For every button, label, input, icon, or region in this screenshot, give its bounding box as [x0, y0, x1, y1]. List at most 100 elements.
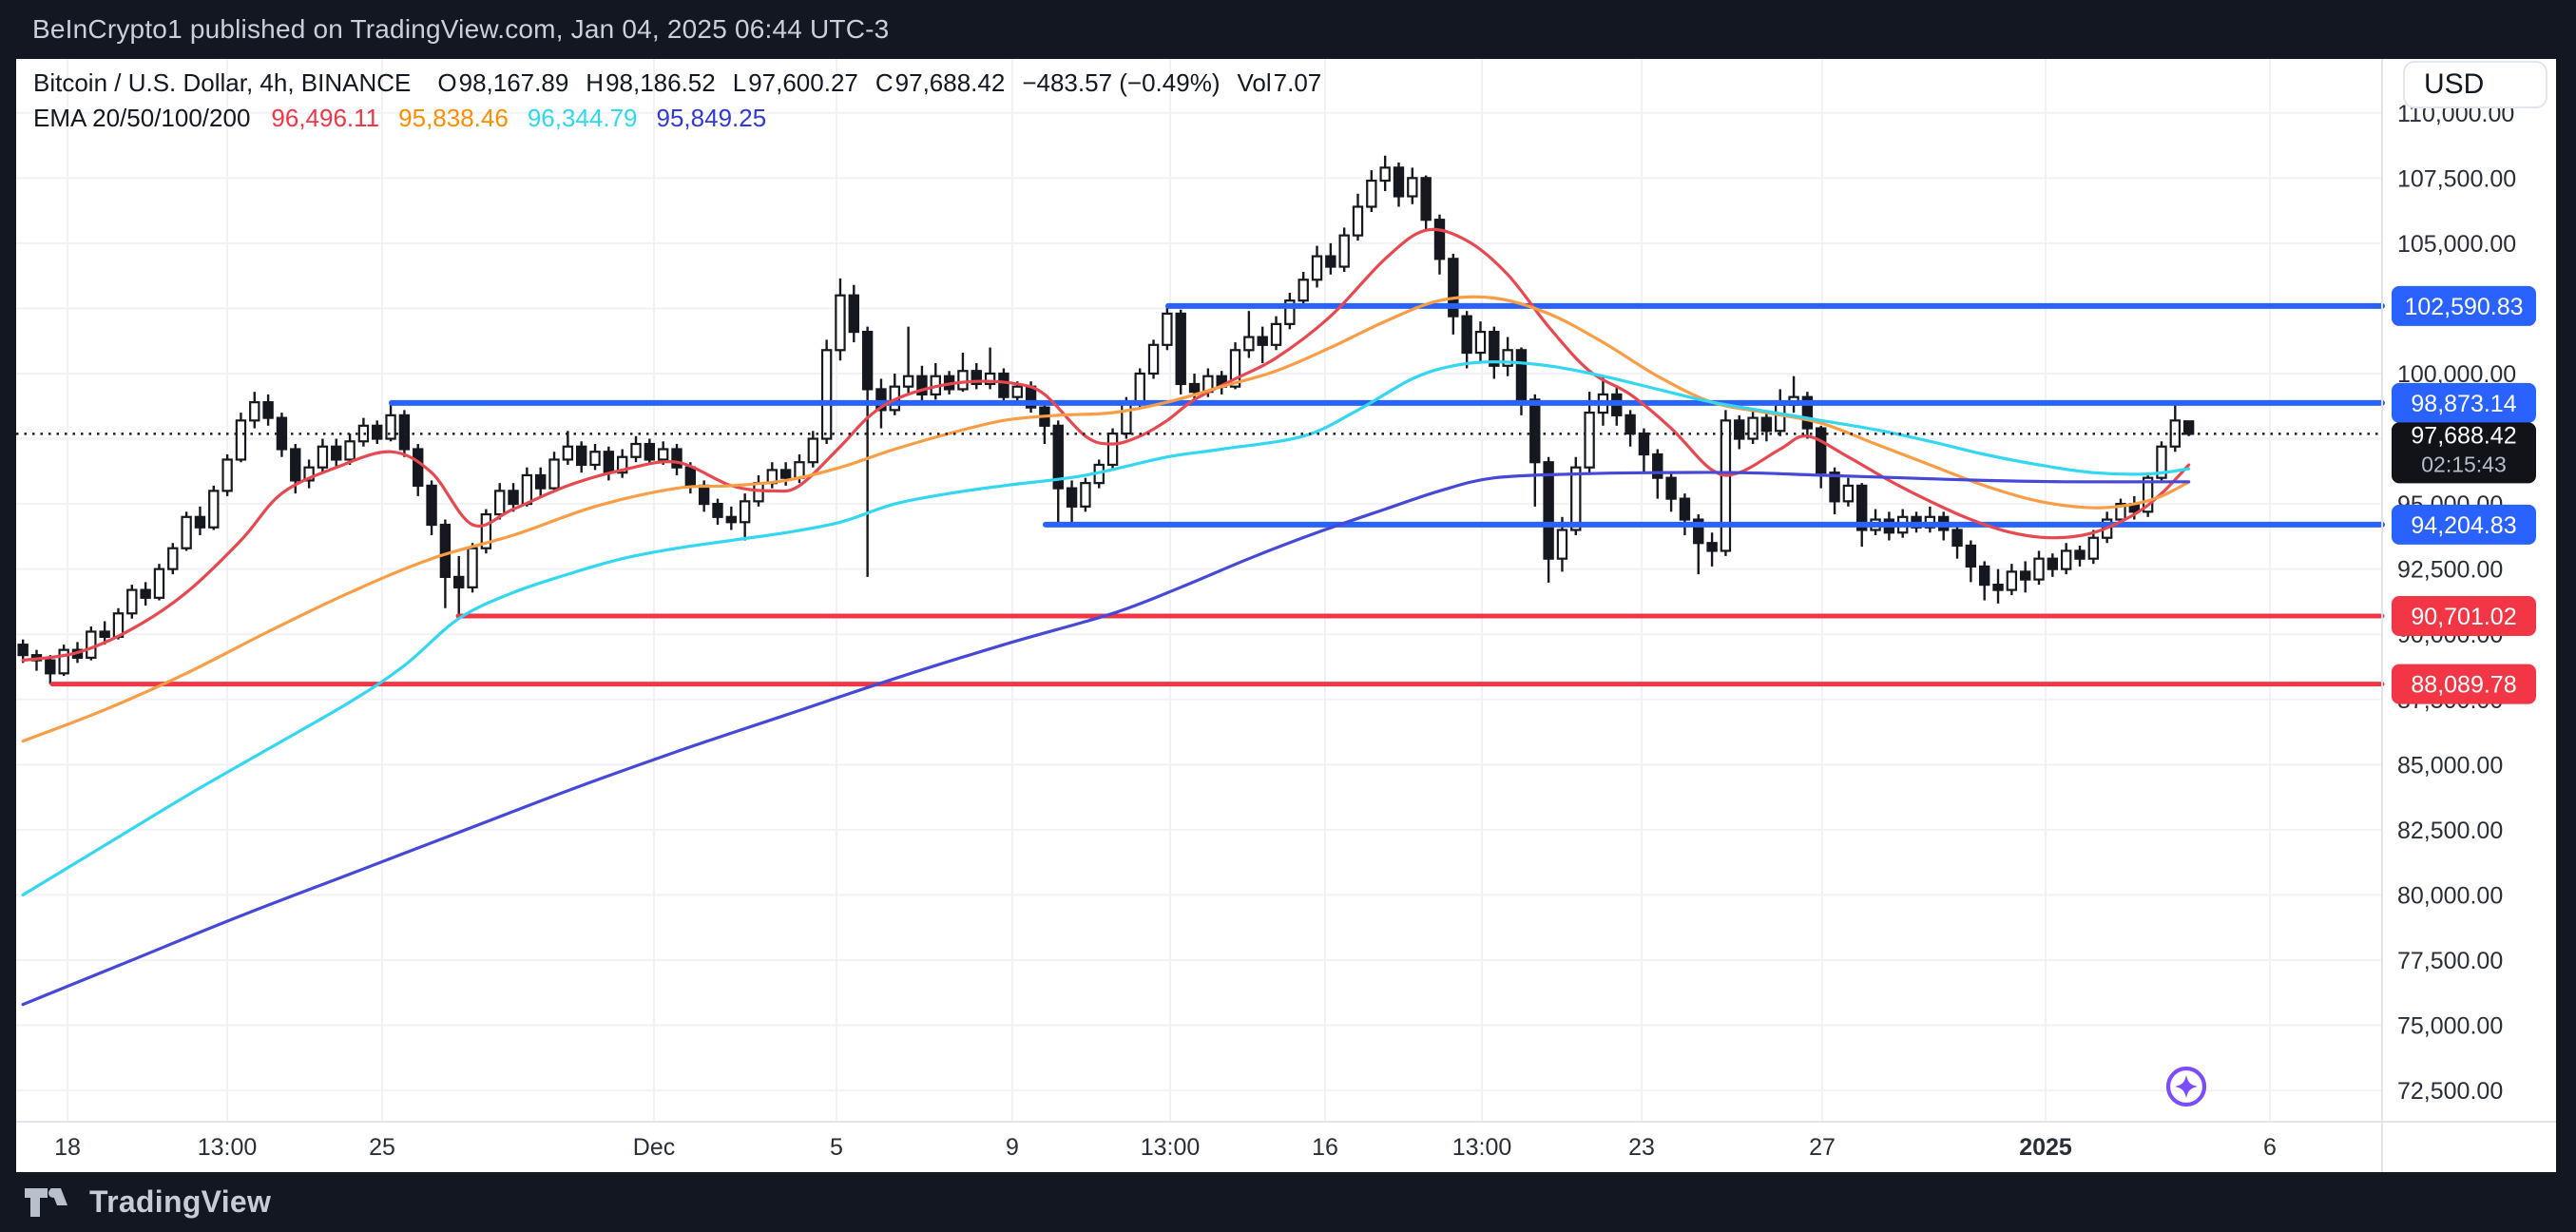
- candle-up: [1502, 337, 1513, 376]
- candle-down: [1760, 413, 1773, 442]
- candle-down: [1188, 373, 1201, 403]
- candle-down: [861, 326, 874, 577]
- candle-up: [385, 402, 396, 442]
- candle-up: [2006, 564, 2018, 596]
- price-level-labels: 102,590.83 98,873.14 94,204.83 90,701.02 88,…: [2392, 285, 2536, 704]
- ema-50-line: [21, 295, 2191, 743]
- candle-up: [1474, 321, 1487, 364]
- candle-up: [630, 435, 642, 463]
- currency-button[interactable]: USD: [2403, 61, 2547, 108]
- price-tick-label: 85,000.00: [2397, 752, 2503, 779]
- price-tick-label: 75,000.00: [2397, 1013, 2503, 1040]
- candle-up: [1080, 477, 1091, 512]
- candle-down: [1951, 525, 1963, 559]
- candle-down: [1665, 472, 1677, 512]
- ema-100-line: [21, 360, 2191, 897]
- price-level-label: 94,204.83: [2392, 504, 2536, 545]
- price-tick-label: 82,500.00: [2397, 818, 2503, 844]
- candle-up: [562, 431, 574, 465]
- time-tick-label: 13:00: [198, 1134, 258, 1161]
- candle-down: [1461, 311, 1472, 369]
- candle-up: [235, 413, 247, 463]
- candle-down: [1679, 493, 1691, 535]
- svg-text:98,873.14: 98,873.14: [2411, 391, 2516, 417]
- brand-name: TradingView: [89, 1184, 272, 1219]
- candle-down: [1965, 540, 1977, 583]
- price-tick-label: 72,500.00: [2397, 1078, 2503, 1105]
- svg-text:88,089.78: 88,089.78: [2411, 672, 2516, 699]
- svg-text:102,590.83: 102,590.83: [2404, 294, 2523, 320]
- price-chart[interactable]: 110,000.00107,500.00105,000.00102,500.00…: [16, 59, 2556, 1172]
- candle-down: [2047, 553, 2059, 577]
- candle-down: [1978, 561, 1990, 601]
- candle-up: [1842, 477, 1855, 507]
- candle-down: [508, 483, 519, 512]
- candle-down: [1992, 568, 2004, 604]
- ema-200-line: [21, 471, 2191, 1007]
- candle-up: [1243, 311, 1255, 358]
- candle-up: [181, 511, 192, 551]
- candle-down: [971, 363, 982, 390]
- candle-up: [86, 626, 97, 661]
- price-tick-label: 80,000.00: [2397, 882, 2503, 909]
- last-price-label: 97,688.42 02:15:43: [2392, 422, 2536, 484]
- time-tick-labels: 18 13:00 25 Dec 5 9 13:00 16 13:00 23 27 2025 6: [54, 1134, 2277, 1161]
- candle-up: [1311, 245, 1323, 288]
- candle-up: [344, 433, 356, 465]
- candle-up: [835, 278, 846, 361]
- candle-down: [262, 394, 274, 426]
- price-level-label: 90,701.02: [2392, 595, 2536, 636]
- price-tick-label: 77,500.00: [2397, 948, 2503, 974]
- time-axis[interactable]: [16, 1122, 2556, 1172]
- candle-down: [140, 582, 151, 606]
- candle-down: [1325, 242, 1336, 275]
- candle-down: [413, 444, 424, 496]
- candle-up: [902, 326, 914, 395]
- candle-down: [2019, 561, 2031, 593]
- time-tick-label: 13:00: [1452, 1134, 1512, 1161]
- candle-down: [712, 498, 723, 526]
- candle-up: [1407, 167, 1418, 204]
- candle-down: [331, 438, 342, 468]
- candle-down: [194, 506, 206, 535]
- candle-down: [1801, 392, 1814, 439]
- price-tick-label: 105,000.00: [2397, 231, 2516, 258]
- time-tick-label: 23: [1628, 1134, 1655, 1161]
- candle-down: [1433, 214, 1446, 275]
- candle-up: [807, 431, 819, 468]
- publisher-bar: BeInCrypto1 published on TradingView.com…: [0, 0, 2576, 59]
- candle-up: [317, 438, 329, 473]
- svg-text:94,204.83: 94,204.83: [2411, 512, 2516, 539]
- candle-down: [575, 441, 587, 473]
- price-tick-label: 107,500.00: [2397, 165, 2516, 192]
- candle-up: [1106, 428, 1119, 471]
- candle-down: [1706, 532, 1718, 567]
- candle-down: [1393, 162, 1405, 207]
- candle-up: [2060, 543, 2072, 575]
- candle-down: [671, 444, 682, 475]
- candle-up: [494, 483, 506, 520]
- candle-down: [1420, 175, 1432, 231]
- candle-up: [739, 493, 751, 541]
- tradingview-logo-icon: [25, 1187, 67, 1217]
- candle-up: [2033, 550, 2045, 586]
- price-level-label: 102,590.83: [2392, 285, 2536, 326]
- candle-up: [1352, 193, 1364, 241]
- candle-up: [1720, 410, 1732, 556]
- time-tick-label: 13:00: [1141, 1134, 1201, 1161]
- candle-up: [1747, 410, 1759, 445]
- time-tick-label: 16: [1312, 1134, 1338, 1161]
- candle-down: [2182, 420, 2195, 436]
- time-tick-label: 2025: [2019, 1134, 2072, 1161]
- candle-down: [1257, 326, 1268, 364]
- candle-up: [1284, 292, 1296, 330]
- candle-up: [467, 543, 478, 593]
- candle-up: [249, 392, 260, 429]
- candle-up: [1366, 170, 1377, 212]
- candle-down: [1066, 480, 1078, 523]
- candle-down: [276, 413, 288, 457]
- candle-up: [1162, 305, 1173, 351]
- sparkle-indicator-icon[interactable]: [2165, 1066, 2207, 1107]
- candle-down: [372, 420, 383, 445]
